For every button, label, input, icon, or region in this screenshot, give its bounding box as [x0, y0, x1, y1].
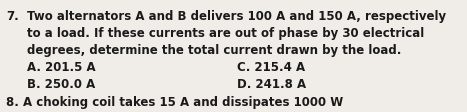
Text: to a load. If these currents are out of phase by 30 electrical: to a load. If these currents are out of … — [27, 27, 424, 40]
Text: Two alternators A and B delivers 100 A and 150 A, respectively: Two alternators A and B delivers 100 A a… — [27, 10, 446, 23]
Text: 8. A choking coil takes 15 A and dissipates 1000 W: 8. A choking coil takes 15 A and dissipa… — [6, 96, 343, 109]
Text: A. 201.5 A: A. 201.5 A — [27, 61, 96, 74]
Text: D. 241.8 A: D. 241.8 A — [237, 78, 306, 91]
Text: 7.: 7. — [6, 10, 19, 23]
Text: degrees, determine the total current drawn by the load.: degrees, determine the total current dra… — [27, 44, 401, 57]
Text: B. 250.0 A: B. 250.0 A — [27, 78, 95, 91]
Text: C. 215.4 A: C. 215.4 A — [237, 61, 305, 74]
